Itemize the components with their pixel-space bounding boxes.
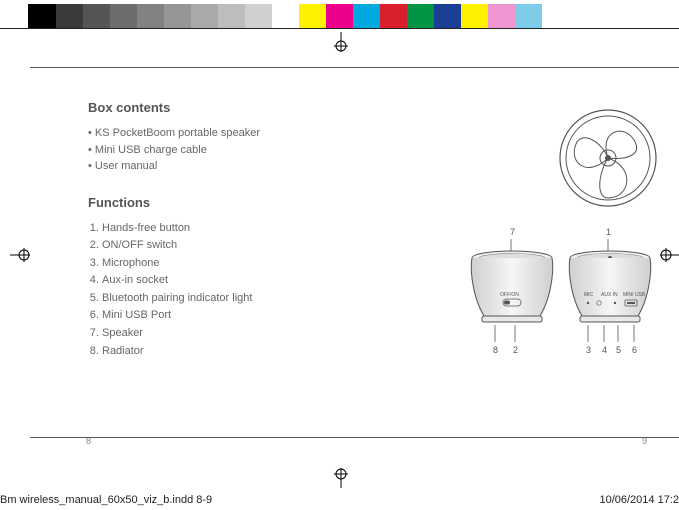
colorbar-swatch — [137, 4, 164, 28]
colorbar-swatch — [299, 4, 326, 28]
callout-3: 3 — [586, 345, 591, 355]
colorbar-swatch — [650, 4, 677, 28]
colorbar-swatch — [515, 4, 542, 28]
diagram-svg: 7 1 OFF/ON — [410, 100, 679, 410]
label-mic: MIC — [584, 292, 594, 298]
footer-datetime: 10/06/2014 17:2 — [599, 494, 679, 506]
colorbar-swatch — [542, 4, 569, 28]
colorbar-swatch — [407, 4, 434, 28]
label-miniusb: MINI USB — [623, 292, 646, 298]
label-auxin: AUX IN — [601, 292, 618, 298]
callout-8: 8 — [493, 345, 498, 355]
colorbar-swatch — [326, 4, 353, 28]
colorbar-swatch — [569, 4, 596, 28]
colorbar-swatch — [488, 4, 515, 28]
colorbar-swatch — [56, 4, 83, 28]
slug-footer: Bm wireless_manual_60x50_viz_b.indd 8-9 … — [0, 494, 679, 506]
product-diagrams: 7 1 OFF/ON — [410, 100, 679, 415]
callout-6: 6 — [632, 345, 637, 355]
colorbar-swatch — [83, 4, 110, 28]
colorbar-swatch — [461, 4, 488, 28]
colorbar-swatch — [623, 4, 650, 28]
label-offon: OFF/ON — [500, 292, 519, 298]
colorbar-swatch — [245, 4, 272, 28]
callout-4: 4 — [602, 345, 607, 355]
colorbar-swatch — [353, 4, 380, 28]
callout-7: 7 — [510, 227, 515, 237]
page-content: Box contents KS PocketBoom portable spea… — [88, 100, 663, 360]
registration-mark-top — [334, 32, 348, 46]
colorbar-swatch — [28, 4, 56, 28]
colorbar-swatch — [191, 4, 218, 28]
colorbar-swatch — [434, 4, 461, 28]
page-number-left: 8 — [86, 436, 91, 446]
callout-1: 1 — [606, 227, 611, 237]
colorbar-swatch — [218, 4, 245, 28]
callout-5: 5 — [616, 345, 621, 355]
colorbar-swatch — [380, 4, 407, 28]
print-color-bar — [0, 4, 679, 28]
callout-2: 2 — [513, 345, 518, 355]
colorbar-swatch — [110, 4, 137, 28]
page-number-right: 9 — [642, 436, 647, 446]
colorbar-underline — [0, 28, 679, 29]
registration-mark-left — [10, 248, 24, 262]
colorbar-swatch — [164, 4, 191, 28]
footer-filename: Bm wireless_manual_60x50_viz_b.indd 8-9 — [0, 494, 212, 506]
colorbar-swatch — [596, 4, 623, 28]
registration-mark-bottom — [334, 468, 348, 482]
colorbar-swatch — [0, 4, 28, 28]
colorbar-swatch — [272, 4, 299, 28]
